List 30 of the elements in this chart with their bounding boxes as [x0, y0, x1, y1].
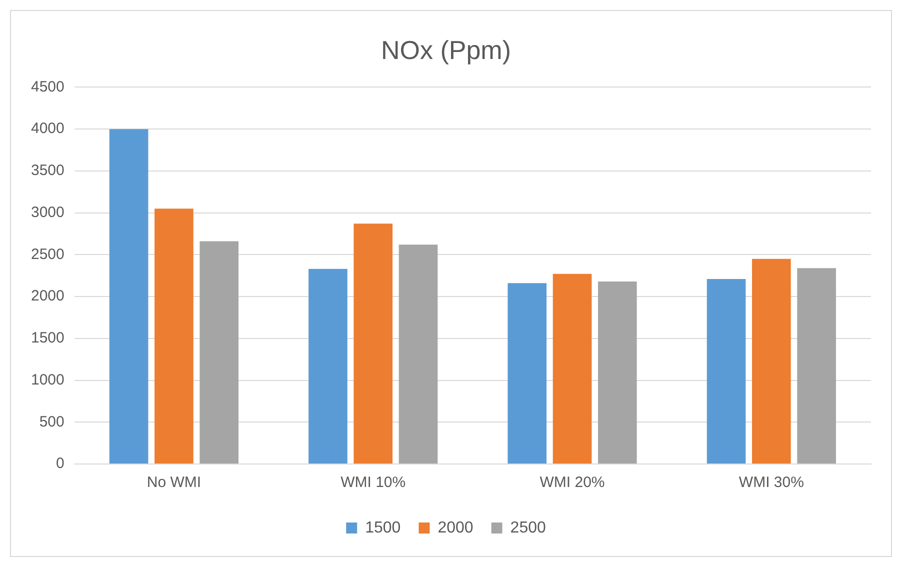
- bar: [308, 268, 348, 464]
- bar: [354, 224, 393, 464]
- y-tick-label: 1000: [30, 371, 64, 388]
- bar: [154, 208, 194, 464]
- y-tick-label: 0: [56, 455, 64, 472]
- bar: [598, 281, 637, 464]
- y-tick-label: 2000: [30, 288, 64, 305]
- legend-label: 1500: [365, 519, 401, 536]
- bar: [508, 283, 547, 464]
- legend-label: 2000: [438, 519, 474, 536]
- bar: [706, 278, 746, 464]
- y-tick-label: 4000: [30, 120, 64, 138]
- y-tick-label: 2500: [30, 246, 64, 263]
- y-tick-label: 500: [39, 413, 64, 430]
- legend-label: 2500: [510, 519, 546, 536]
- x-tick-label: No WMI: [146, 474, 202, 492]
- chart-title: NOx (Ppm): [381, 34, 511, 65]
- bar: [552, 274, 592, 464]
- y-tick-label: 4500: [30, 78, 64, 96]
- bar: [109, 129, 148, 464]
- y-tick-label: 3500: [30, 162, 64, 180]
- bar: [200, 241, 238, 464]
- x-tick-label: WMI 20%: [540, 474, 605, 492]
- x-tick-label: WMI 10%: [340, 474, 406, 492]
- x-tick-label: WMI 30%: [738, 474, 804, 492]
- bar: [752, 258, 791, 464]
- bar: [398, 244, 438, 464]
- y-tick-label: 1500: [30, 330, 64, 347]
- bar: [797, 268, 836, 464]
- y-tick-label: 3000: [30, 204, 64, 221]
